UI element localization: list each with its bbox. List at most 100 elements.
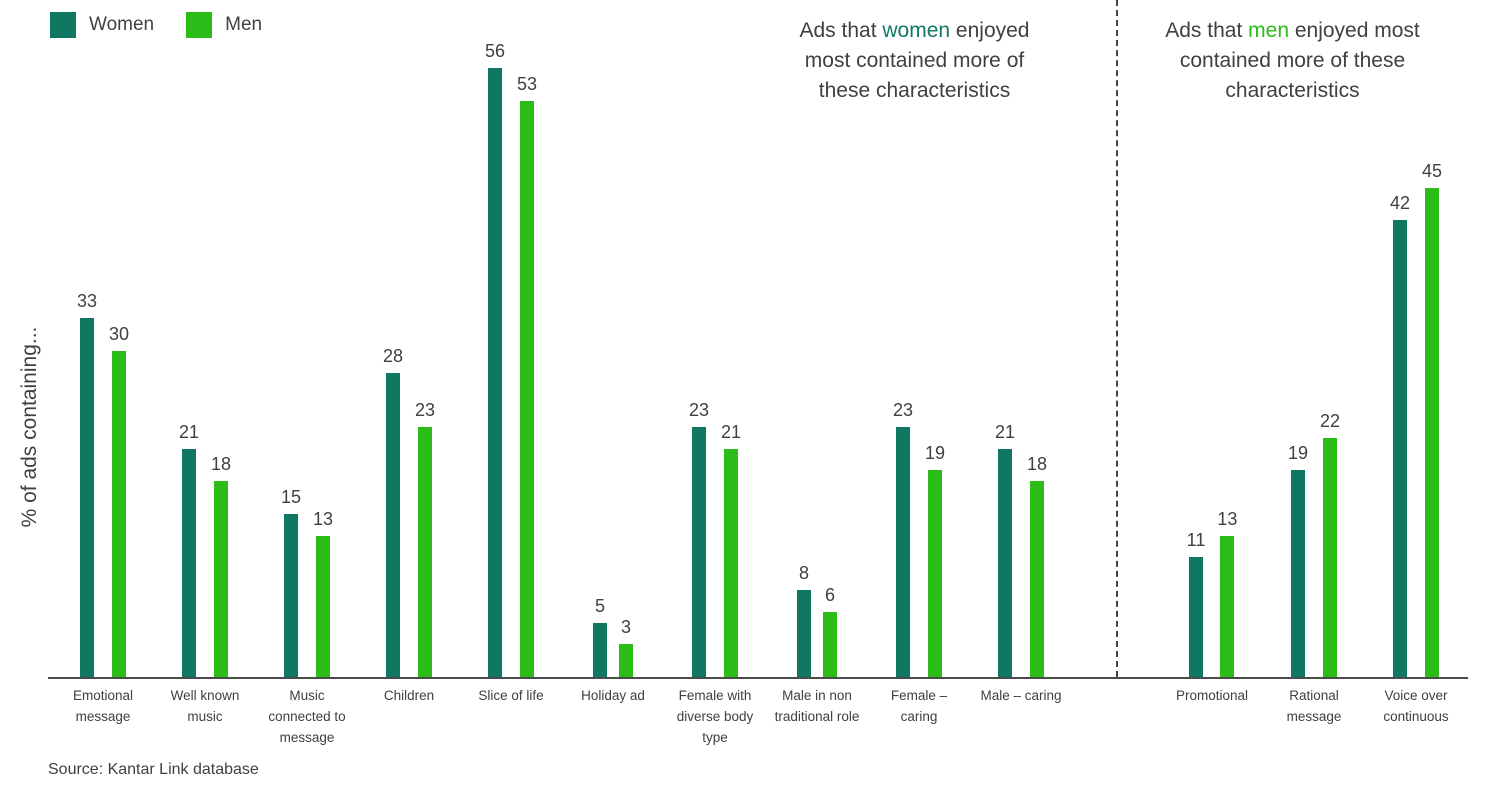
bar-value-men: 23 xyxy=(415,400,436,420)
bar-value-men: 18 xyxy=(1027,454,1048,474)
bar-value-women: 19 xyxy=(1287,443,1308,463)
bar-wrap-men: 53 xyxy=(517,74,537,677)
category-label-text: Holiday ad xyxy=(581,688,645,703)
category-label: Male – caring xyxy=(970,686,1072,749)
annotation-men-highlight: men xyxy=(1248,19,1289,42)
legend-swatch-men xyxy=(186,12,213,38)
bar-wrap-women: 5 xyxy=(593,596,607,677)
bar-women xyxy=(181,449,196,677)
category-label: Male in non traditional role xyxy=(766,686,868,749)
bar-pair: 23 21 xyxy=(689,400,741,677)
bar-pair: 15 13 xyxy=(281,487,333,677)
bar-value-men: 53 xyxy=(517,74,538,94)
bar-wrap-men: 21 xyxy=(721,422,741,677)
annotation-men-prefix: Ads that xyxy=(1165,19,1249,42)
bar-value-women: 33 xyxy=(76,291,97,311)
category-label-text: Emotional message xyxy=(72,688,134,724)
category-label: Children xyxy=(358,686,460,749)
bar-women xyxy=(1188,557,1203,677)
bar-men xyxy=(214,481,229,677)
legend-item-men: Men xyxy=(186,12,262,38)
legend-label-men: Men xyxy=(225,14,263,35)
bar-value-men: 45 xyxy=(1422,161,1443,181)
bar-value-women: 56 xyxy=(484,41,505,61)
category-label-text: Rational message xyxy=(1286,688,1342,724)
bar-pair: 56 53 xyxy=(485,41,537,677)
bar-women xyxy=(797,590,811,677)
category-label-text: Music connected to message xyxy=(268,688,346,745)
annotation-women-suffix: enjoyed most contained more of these cha… xyxy=(804,19,1030,102)
annotation-women-preferred: Ads that women enjoyed most contained mo… xyxy=(787,16,1042,106)
category-group: 15 13 xyxy=(256,0,358,677)
bar-value-men: 18 xyxy=(211,454,232,474)
plot-area: 33 30 21 18 15 13 28 23 56 53 5 3 23 21 8 6 23 19 21 18 11 13… xyxy=(48,0,1468,679)
bar-men xyxy=(619,644,633,677)
bar-value-men: 21 xyxy=(721,422,742,442)
bar-value-men: 19 xyxy=(925,443,946,463)
bar-value-women: 42 xyxy=(1389,193,1410,213)
legend: Women Men xyxy=(50,12,262,38)
bar-value-women: 11 xyxy=(1186,530,1206,550)
bar-women xyxy=(691,427,706,677)
bar-value-women: 23 xyxy=(688,400,709,420)
category-group: 33 30 xyxy=(52,0,154,677)
category-label-text: Slice of life xyxy=(478,688,544,703)
bar-men xyxy=(724,449,739,677)
category-group: 28 23 xyxy=(358,0,460,677)
bar-wrap-men: 18 xyxy=(1027,454,1047,677)
bar-value-women: 21 xyxy=(994,422,1015,442)
category-label-text: Promotional xyxy=(1175,688,1249,703)
bar-women xyxy=(997,449,1012,677)
bar-pair: 11 13 xyxy=(1186,509,1237,677)
annotation-women-highlight: women xyxy=(882,19,951,42)
category-label-text: Well known music xyxy=(170,688,240,724)
category-label-text: Male in non traditional role xyxy=(774,688,860,724)
category-group: 21 18 xyxy=(154,0,256,677)
bar-wrap-men: 13 xyxy=(313,509,333,677)
bar-value-men: 30 xyxy=(109,324,130,344)
bar-value-men: 6 xyxy=(824,585,835,605)
category-label: Music connected to message xyxy=(256,686,358,749)
bar-men xyxy=(1030,481,1045,677)
category-label: Rational message xyxy=(1263,686,1365,749)
bar-pair: 42 45 xyxy=(1390,161,1442,677)
category-labels-row: Emotional message Well known music Music c… xyxy=(48,686,1468,749)
bar-wrap-women: 21 xyxy=(995,422,1015,677)
bar-pair: 28 23 xyxy=(383,346,435,677)
bar-pair: 21 18 xyxy=(995,422,1047,677)
legend-swatch-women xyxy=(50,12,76,38)
bar-wrap-men: 45 xyxy=(1422,161,1442,677)
category-label-text: Female with diverse body type xyxy=(676,688,754,745)
chart-area: 33 30 21 18 15 13 28 23 56 53 5 3 23 21 8 6 23 19 21 18 11 13… xyxy=(48,0,1468,749)
bar-value-women: 8 xyxy=(798,563,809,583)
bar-wrap-women: 23 xyxy=(689,400,709,677)
y-axis-label: % of ads containing... xyxy=(18,326,41,528)
annotation-men-suffix: enjoyed most contained more of these cha… xyxy=(1179,19,1420,102)
bar-wrap-men: 13 xyxy=(1217,509,1237,677)
category-label-text: Male – caring xyxy=(980,688,1062,703)
category-group: 56 53 xyxy=(460,0,562,677)
category-label-text: Voice over continuous xyxy=(1383,688,1449,724)
bar-value-men: 13 xyxy=(313,509,334,529)
bar-men xyxy=(928,470,943,677)
bar-wrap-men: 6 xyxy=(823,585,837,677)
bar-wrap-men: 18 xyxy=(211,454,231,677)
bar-wrap-men: 23 xyxy=(415,400,435,677)
category-group: 23 19 xyxy=(868,0,970,677)
category-group: 23 21 xyxy=(664,0,766,677)
bar-men xyxy=(1323,438,1338,677)
bar-wrap-men: 19 xyxy=(925,443,945,677)
bar-wrap-men: 22 xyxy=(1320,411,1340,677)
category-label: Well known music xyxy=(154,686,256,749)
section-divider xyxy=(1072,0,1161,677)
bar-men xyxy=(1425,188,1440,677)
category-label: Female with diverse body type xyxy=(664,686,766,749)
bar-value-women: 23 xyxy=(892,400,913,420)
bar-women xyxy=(283,514,298,677)
bar-women xyxy=(1392,220,1407,677)
bar-pair: 21 18 xyxy=(179,422,231,677)
